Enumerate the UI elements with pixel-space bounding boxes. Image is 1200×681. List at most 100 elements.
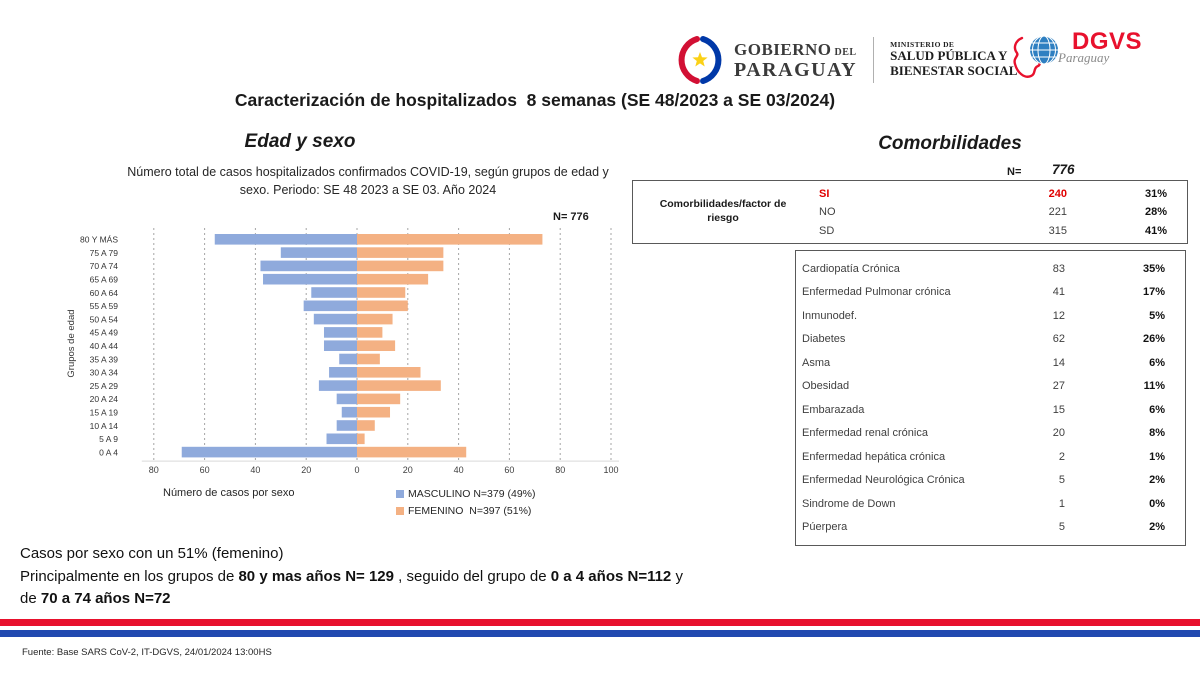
row-value: 27 (1052, 380, 1065, 393)
age-axis-labels: 80 Y MÁS 75 A 79 70 A 74 65 A 69 60 A 64 55 A… (80, 235, 118, 458)
row-label: Diabetes (802, 333, 846, 346)
bar (311, 287, 357, 298)
x-tick-label: 80 (555, 465, 565, 475)
row-label: SD (819, 224, 835, 237)
bar (357, 300, 408, 312)
row-label: Inmunodef. (802, 309, 858, 322)
header-logos: GOBIERNO DEL PARAGUAY MINISTERIO DE SALUD… (676, 30, 1017, 90)
bar (357, 433, 365, 445)
dgvs-globe-icon (1013, 35, 1058, 78)
age-tick-label: 80 Y MÁS (80, 235, 118, 245)
ministry-name: MINISTERIO DE SALUD PÚBLICA Y BIENESTAR … (890, 40, 1017, 80)
row-percent: 1% (1149, 450, 1165, 463)
bar (339, 353, 357, 365)
row-percent: 2% (1149, 474, 1165, 487)
bar (357, 406, 391, 418)
x-tick-label: 20 (301, 465, 311, 475)
legend-item-femenino: FEMENINO N=397 (51%) (396, 502, 536, 519)
row-label: Sindrome de Down (802, 497, 896, 510)
age-tick-label: 5 A 9 (99, 434, 118, 444)
row-label: Enfermedad hepática crónica (802, 450, 946, 463)
age-tick-label: 55 A 59 (90, 301, 119, 311)
row-percent: 28% (1144, 206, 1167, 218)
row-percent: 0% (1149, 497, 1165, 510)
age-tick-label: 60 A 64 (90, 288, 119, 298)
comorbidities-summary-table: Comorbilidades/factor de riesgo SI 240 31%… (632, 180, 1188, 244)
row-percent: 17% (1142, 286, 1165, 299)
x-tick-label: 0 (354, 465, 359, 475)
flag-stripe-blue (0, 630, 1200, 637)
row-label: Cardiopatía Crónica (802, 262, 900, 275)
row-label: Obesidad (802, 380, 850, 393)
row-percent: 6% (1149, 356, 1165, 369)
row-value: 5 (1058, 474, 1065, 487)
y-axis-label: Grupos de edad (66, 309, 77, 377)
bar (214, 234, 357, 245)
summary-text: Casos por sexo con un 51% (femenino) Pri… (20, 543, 683, 611)
x-tick-label: 80 (149, 465, 159, 475)
row-percent: 11% (1143, 380, 1165, 393)
bar (329, 367, 357, 378)
table-row: Enfermedad Pulmonar crónica 41 17% (796, 286, 1165, 298)
age-tick-label: 15 A 19 (90, 408, 119, 418)
bar (336, 393, 357, 405)
row-percent: 2% (1149, 521, 1165, 534)
age-tick-label: 45 A 49 (90, 328, 119, 338)
legend-item-masculino: MASCULINO N=379 (49%) (396, 485, 536, 502)
bar (357, 313, 393, 325)
source-text: Fuente: Base SARS CoV-2, IT-DGVS, 24/01/… (22, 647, 272, 658)
row-value: 221 (1048, 206, 1067, 218)
dgvs-wordmark: DGVS (1072, 28, 1143, 55)
pyramid-chart: 80 Y MÁS 75 A 79 70 A 74 65 A 69 60 A 64 55 A… (60, 226, 620, 484)
row-percent: 35% (1142, 262, 1165, 275)
gov-logo-text: GOBIERNO DEL PARAGUAY (734, 41, 857, 80)
gov-line2: PARAGUAY (734, 58, 858, 81)
table-row: Obesidad 27 11% (796, 380, 1165, 392)
x-tick-label: 40 (454, 465, 464, 475)
age-tick-label: 0 A 4 (99, 447, 118, 457)
row-value: 1 (1058, 497, 1065, 510)
row-percent: 6% (1149, 403, 1165, 416)
paraguay-emblem-icon (678, 36, 722, 84)
bar (357, 234, 543, 245)
age-sex-chart-subtitle: Número total de casos hospitalizados con… (127, 165, 609, 197)
age-tick-label: 25 A 29 (90, 381, 119, 391)
bar (323, 340, 357, 351)
table-row: Enfermedad renal crónica 20 8% (796, 427, 1165, 439)
comorbidities-title: Comorbilidades (878, 133, 1022, 154)
header-divider (873, 37, 875, 83)
age-tick-label: 75 A 79 (90, 248, 119, 258)
age-tick-label: 35 A 39 (90, 354, 119, 364)
row-value: 41 (1052, 286, 1065, 299)
table-row: Enfermedad Neurológica Crónica 5 2% (796, 474, 1165, 486)
x-axis-label: Número de casos por sexo (163, 487, 295, 499)
age-tick-label: 70 A 74 (90, 261, 119, 271)
legend: MASCULINO N=379 (49%) FEMENINO N=397 (51… (396, 485, 536, 519)
legend-swatch-masculino (396, 489, 404, 498)
row-value: 62 (1052, 333, 1065, 346)
ministry-line1: SALUD PÚBLICA Y (890, 48, 1008, 64)
table-row: Sindrome de Down 1 0% (796, 498, 1165, 510)
table-row: Enfermedad hepática crónica 2 1% (796, 451, 1165, 463)
row-label: Enfermedad Neurológica Crónica (802, 474, 965, 487)
row-percent: 5% (1149, 309, 1165, 322)
dgvs-sub-wordmark: Paraguay (1058, 50, 1110, 65)
bar (357, 327, 383, 338)
table-row: Cardiopatía Crónica 83 35% (796, 263, 1165, 275)
bar (357, 367, 421, 378)
bar (357, 273, 429, 285)
bar (357, 340, 396, 351)
row-percent: 26% (1142, 333, 1165, 346)
table-row: Diabetes 62 26% (796, 333, 1165, 345)
age-sex-chart-n-label: N= 776 (553, 211, 589, 223)
row-percent: 31% (1144, 187, 1167, 200)
bar (357, 287, 406, 298)
bar (313, 313, 357, 325)
gov-line1: GOBIERNO (734, 39, 832, 59)
age-tick-label: 50 A 54 (90, 314, 119, 324)
x-tick-label: 60 (504, 465, 514, 475)
bar (341, 406, 357, 418)
row-label: Púerpera (802, 521, 848, 534)
pyramid-chart-svg: 80 Y MÁS 75 A 79 70 A 74 65 A 69 60 A 64 55 A… (66, 228, 619, 475)
x-tick-label: 100 (603, 465, 618, 475)
